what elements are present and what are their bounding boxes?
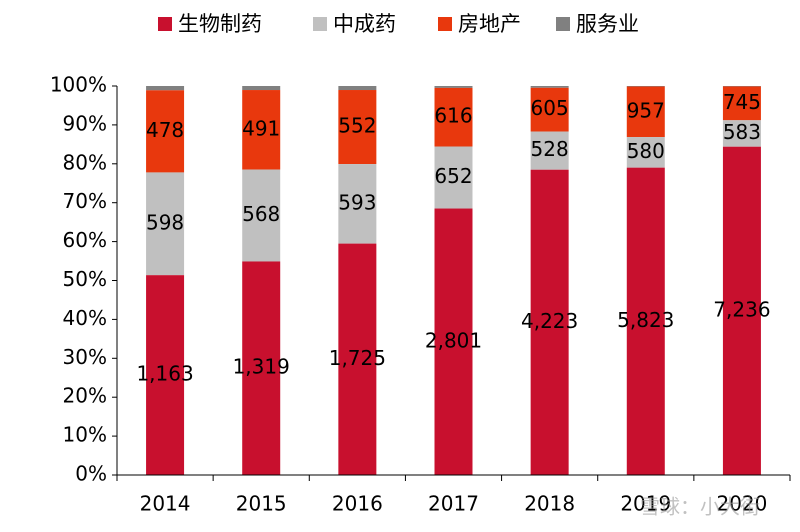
y-tick-label: 60%	[63, 228, 107, 252]
data-label: 598	[146, 210, 184, 234]
bar-segment	[338, 243, 377, 475]
y-tick-label: 40%	[63, 306, 107, 330]
legend-swatch	[158, 17, 172, 31]
data-label: 593	[338, 190, 376, 214]
y-tick-label: 90%	[63, 111, 107, 135]
data-label: 1,163	[136, 362, 193, 386]
x-tick-label: 2016	[332, 492, 383, 516]
x-tick-label: 2014	[140, 492, 191, 516]
y-tick-label: 20%	[63, 384, 107, 408]
legend-swatch	[556, 17, 570, 31]
bar-segment	[530, 87, 569, 132]
bar-segment	[242, 86, 281, 91]
data-label: 580	[627, 139, 665, 163]
bar-segment	[626, 137, 665, 168]
x-tick-label: 2015	[236, 492, 287, 516]
legend-swatch	[438, 17, 452, 31]
bar-segment	[434, 87, 473, 147]
bar-segment	[338, 90, 377, 165]
legend-label: 中成药	[333, 12, 396, 36]
bar-segment	[626, 167, 665, 475]
data-label: 528	[531, 137, 569, 161]
bar-segment	[626, 86, 665, 87]
y-tick-label: 50%	[63, 267, 107, 291]
bar-segment	[722, 86, 761, 121]
legend-label: 生物制药	[178, 12, 262, 36]
y-tick-label: 100%	[50, 73, 107, 97]
data-label: 568	[242, 202, 280, 226]
data-label: 745	[723, 90, 761, 114]
bar-segment	[434, 208, 473, 475]
data-label: 491	[242, 116, 280, 140]
bar-segment	[338, 86, 377, 91]
y-tick-label: 10%	[63, 423, 107, 447]
y-tick-label: 0%	[75, 462, 107, 486]
data-label: 605	[531, 96, 569, 120]
legend-label: 房地产	[458, 12, 521, 36]
x-tick-label: 2019	[620, 492, 671, 516]
data-label: 583	[723, 120, 761, 144]
bar-segment	[338, 164, 377, 244]
bar-segment	[722, 120, 761, 147]
bar-segment	[722, 146, 761, 475]
x-tick-label: 2018	[524, 492, 575, 516]
bar-segment	[146, 86, 185, 91]
data-label: 478	[146, 118, 184, 142]
bar-segment	[434, 146, 473, 209]
data-label: 552	[338, 114, 376, 138]
bar-segment	[146, 275, 185, 475]
data-label: 7,236	[713, 297, 770, 321]
bar-segment	[530, 169, 569, 475]
bar-segment	[626, 86, 665, 138]
data-label: 652	[434, 164, 472, 188]
data-label: 1,319	[233, 355, 290, 379]
data-label: 5,823	[617, 308, 674, 332]
legend-swatch	[313, 17, 327, 31]
bar-segment	[434, 86, 473, 88]
y-tick-label: 80%	[63, 150, 107, 174]
data-label: 2,801	[425, 328, 482, 352]
data-label: 1,725	[329, 346, 386, 370]
data-label: 616	[434, 104, 472, 128]
bar-segment	[146, 172, 185, 276]
bar-segment	[530, 86, 569, 88]
bar-segment	[242, 261, 281, 475]
legend-label: 服务业	[576, 12, 639, 36]
watermark: 雪球：小大街	[640, 495, 760, 519]
y-tick-label: 70%	[63, 189, 107, 213]
bar-segment	[146, 90, 185, 173]
x-tick-label: 2017	[428, 492, 479, 516]
y-tick-label: 30%	[63, 345, 107, 369]
bar-segment	[530, 131, 569, 170]
data-label: 957	[627, 98, 665, 122]
bar-segment	[242, 90, 281, 170]
data-label: 4,223	[521, 309, 578, 333]
bar-segment	[242, 169, 281, 262]
x-tick-label: 2020	[716, 492, 767, 516]
